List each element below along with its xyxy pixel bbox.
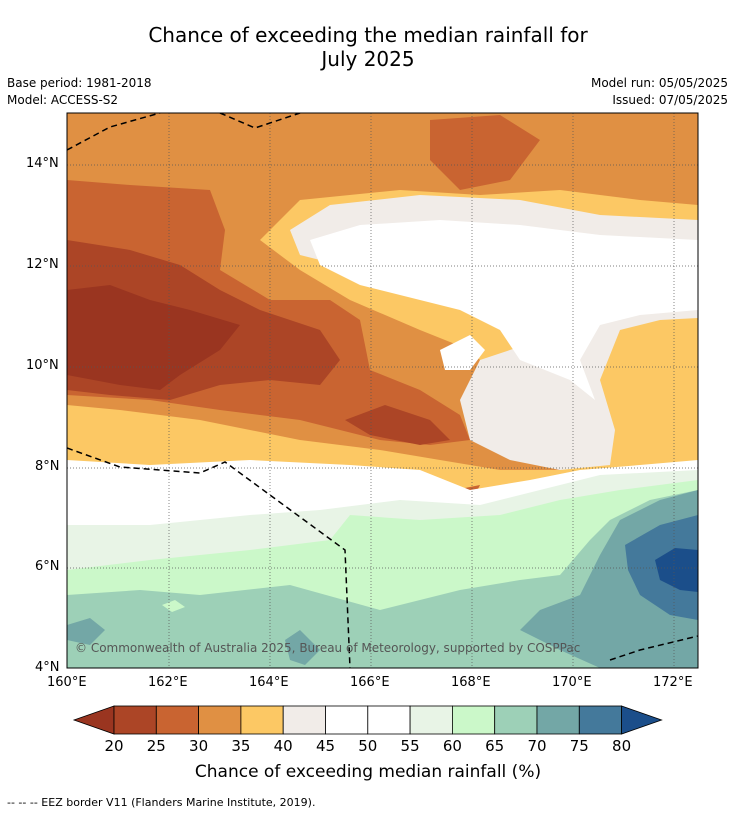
colorbar-swatch bbox=[282, 705, 326, 735]
lat-tick-12n: 12°N bbox=[26, 257, 59, 272]
lat-tick-4n: 4°N bbox=[35, 660, 60, 675]
colorbar-tick-label: 50 bbox=[358, 737, 378, 755]
band-25-30-top bbox=[430, 115, 540, 190]
band-under-20 bbox=[67, 285, 240, 390]
colorbar-tick-label: 55 bbox=[400, 737, 420, 755]
lon-tick-172e: 172°E bbox=[653, 675, 693, 690]
band-45-55-north bbox=[310, 220, 698, 400]
lat-tick-14n: 14°N bbox=[26, 156, 59, 171]
lon-tick-166e: 166°E bbox=[350, 675, 390, 690]
band-over-80 bbox=[655, 548, 698, 592]
band-45-55-north-2 bbox=[440, 335, 485, 370]
colorbar-extend-high bbox=[621, 705, 663, 735]
band-70-75-mid bbox=[285, 630, 320, 665]
colorbar-tick-label: 65 bbox=[485, 737, 505, 755]
lon-tick-164e: 164°E bbox=[249, 675, 289, 690]
colorbar-tick-label: 40 bbox=[273, 737, 293, 755]
colorbar-swatch bbox=[451, 705, 496, 735]
colorbar-swatch bbox=[578, 705, 622, 735]
eez-footnote: -- -- -- EEZ border V11 (Flanders Marine… bbox=[7, 796, 316, 809]
colorbar-swatch bbox=[240, 705, 284, 735]
colorbar-tick-label: 30 bbox=[189, 737, 209, 755]
colorbar-tick-label: 35 bbox=[231, 737, 251, 755]
lon-tick-160e: 160°E bbox=[47, 675, 87, 690]
colorbar-swatch bbox=[113, 705, 157, 735]
colorbar-swatch bbox=[494, 705, 538, 735]
colorbar-swatch bbox=[155, 705, 200, 735]
map-title-line2: July 2025 bbox=[321, 47, 415, 71]
colorbar-swatch bbox=[325, 705, 369, 735]
colorbar-tick-label: 20 bbox=[104, 737, 124, 755]
lon-tick-162e: 162°E bbox=[148, 675, 188, 690]
colorbar-tick-label: 70 bbox=[527, 737, 547, 755]
band-70-75-west bbox=[67, 618, 105, 645]
copyright-notice: © Commonwealth of Australia 2025, Bureau… bbox=[75, 641, 581, 655]
map-frame bbox=[66, 112, 699, 669]
colorbar-swatch bbox=[536, 705, 580, 735]
grid-lines bbox=[67, 113, 698, 668]
colorbar-tick-label: 80 bbox=[612, 737, 632, 755]
lat-tick-6n: 6°N bbox=[35, 559, 60, 574]
colorbar-swatch bbox=[198, 705, 242, 735]
colorbar bbox=[72, 705, 663, 735]
lat-tick-8n: 8°N bbox=[35, 459, 60, 474]
map-fill-layers bbox=[67, 113, 698, 668]
colorbar-swatch bbox=[367, 705, 411, 735]
lon-tick-170e: 170°E bbox=[552, 675, 592, 690]
eez-border bbox=[67, 113, 698, 668]
model-run: Model run: 05/05/2025 bbox=[590, 76, 728, 90]
map-title-line1: Chance of exceeding the median rainfall … bbox=[148, 23, 588, 47]
colorbar-tick-label: 60 bbox=[442, 737, 462, 755]
colorbar-tick-label: 45 bbox=[315, 737, 336, 755]
base-period: Base period: 1981-2018 bbox=[7, 76, 152, 90]
colorbar-tick-label: 75 bbox=[569, 737, 589, 755]
colorbar-tick-label: 25 bbox=[146, 737, 166, 755]
colorbar-swatch bbox=[409, 705, 453, 735]
colorbar-title: Chance of exceeding median rainfall (%) bbox=[194, 762, 542, 782]
lon-tick-168e: 168°E bbox=[451, 675, 491, 690]
model-name: Model: ACCESS-S2 bbox=[7, 93, 119, 107]
lat-tick-10n: 10°N bbox=[26, 358, 59, 373]
issued-date: Issued: 07/05/2025 bbox=[612, 93, 728, 107]
colorbar-extend-low bbox=[72, 705, 115, 735]
band-60-65-spot bbox=[162, 600, 185, 612]
